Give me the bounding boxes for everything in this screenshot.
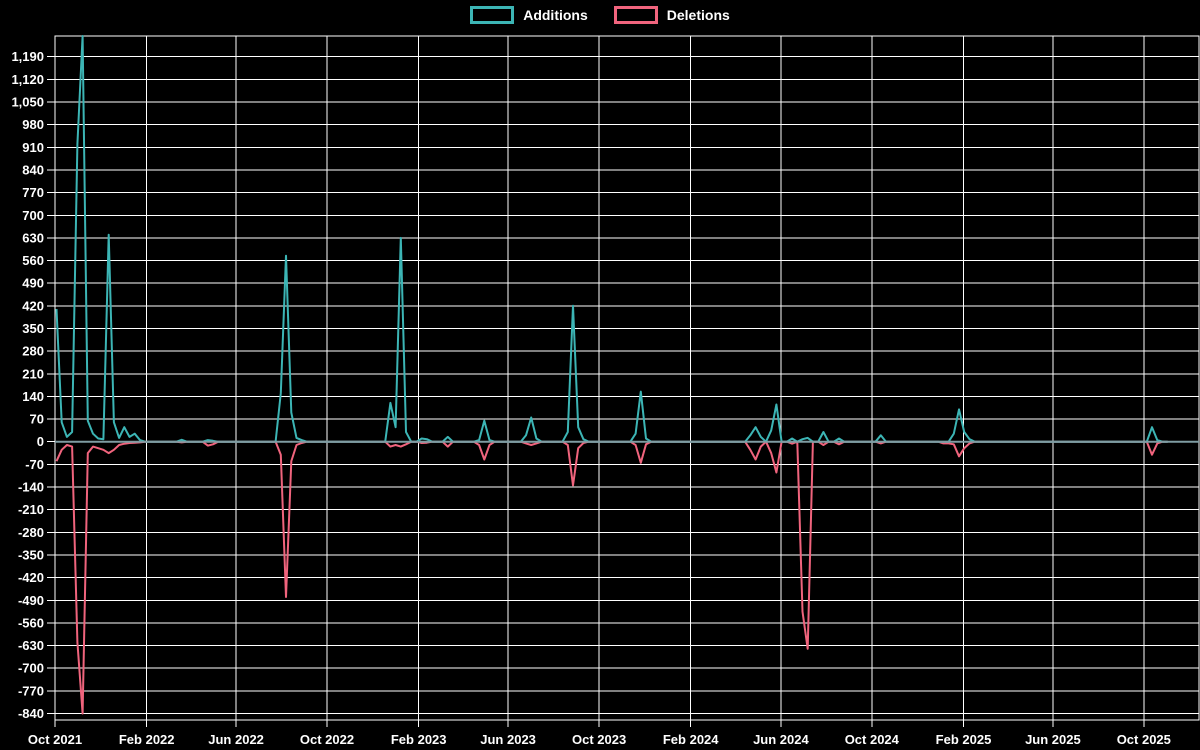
y-tick-label: -630	[18, 638, 44, 653]
x-tick-label: Oct 2025	[1117, 732, 1171, 747]
x-tick-label: Jun 2022	[208, 732, 264, 747]
x-tick-label: Oct 2022	[300, 732, 354, 747]
plot-border	[54, 35, 1200, 721]
y-tick-label: -140	[18, 480, 44, 495]
x-tick-label: Oct 2021	[28, 732, 82, 747]
y-tick-label: -560	[18, 615, 44, 630]
x-tick-label: Feb 2023	[391, 732, 447, 747]
y-tick-label: -280	[18, 525, 44, 540]
y-tick-label: 140	[22, 389, 44, 404]
legend-item-deletions[interactable]: Deletions	[613, 6, 730, 24]
y-tick-label: -420	[18, 570, 44, 585]
x-tick-label: Feb 2022	[119, 732, 175, 747]
y-tick-label: 980	[22, 117, 44, 132]
x-tick-label: Feb 2025	[936, 732, 992, 747]
legend-label-additions: Additions	[523, 7, 588, 23]
y-tick-label: -770	[18, 683, 44, 698]
y-tick-label: 770	[22, 185, 44, 200]
y-tick-label: 630	[22, 230, 44, 245]
x-tick-label: Feb 2024	[663, 732, 719, 747]
y-tick-label: 490	[22, 276, 44, 291]
y-tick-label: -700	[18, 661, 44, 676]
y-tick-label: -490	[18, 593, 44, 608]
additions-line[interactable]	[55, 35, 1168, 443]
y-tick-label: 910	[22, 140, 44, 155]
y-tick-label: 1,050	[11, 95, 44, 110]
y-tick-label: 560	[22, 253, 44, 268]
y-tick-label: 70	[30, 412, 44, 427]
y-tick-label: 350	[22, 321, 44, 336]
legend-item-additions[interactable]: Additions	[470, 6, 588, 24]
y-tick-label: 1,120	[11, 72, 44, 87]
y-tick-label: -210	[18, 502, 44, 517]
legend-label-deletions: Deletions	[666, 7, 730, 23]
x-tick-label: Jun 2023	[480, 732, 536, 747]
x-tick-label: Jun 2025	[1025, 732, 1081, 747]
y-tick-label: 840	[22, 163, 44, 178]
x-tick-label: Jun 2024	[753, 732, 809, 747]
y-tick-label: 210	[22, 366, 44, 381]
x-tick-label: Oct 2024	[845, 732, 900, 747]
y-tick-label: -350	[18, 548, 44, 563]
legend-swatch-deletions	[613, 6, 658, 24]
y-tick-label: -70	[25, 457, 44, 472]
y-tick-label: 0	[37, 434, 44, 449]
y-tick-label: 420	[22, 298, 44, 313]
y-tick-label: -840	[18, 706, 44, 721]
y-tick-label: 700	[22, 208, 44, 223]
chart-legend: Additions Deletions	[0, 6, 1200, 24]
x-tick-label: Oct 2023	[572, 732, 626, 747]
y-tick-label: 1,190	[11, 49, 44, 64]
legend-swatch-additions	[470, 6, 515, 24]
y-tick-label: 280	[22, 344, 44, 359]
